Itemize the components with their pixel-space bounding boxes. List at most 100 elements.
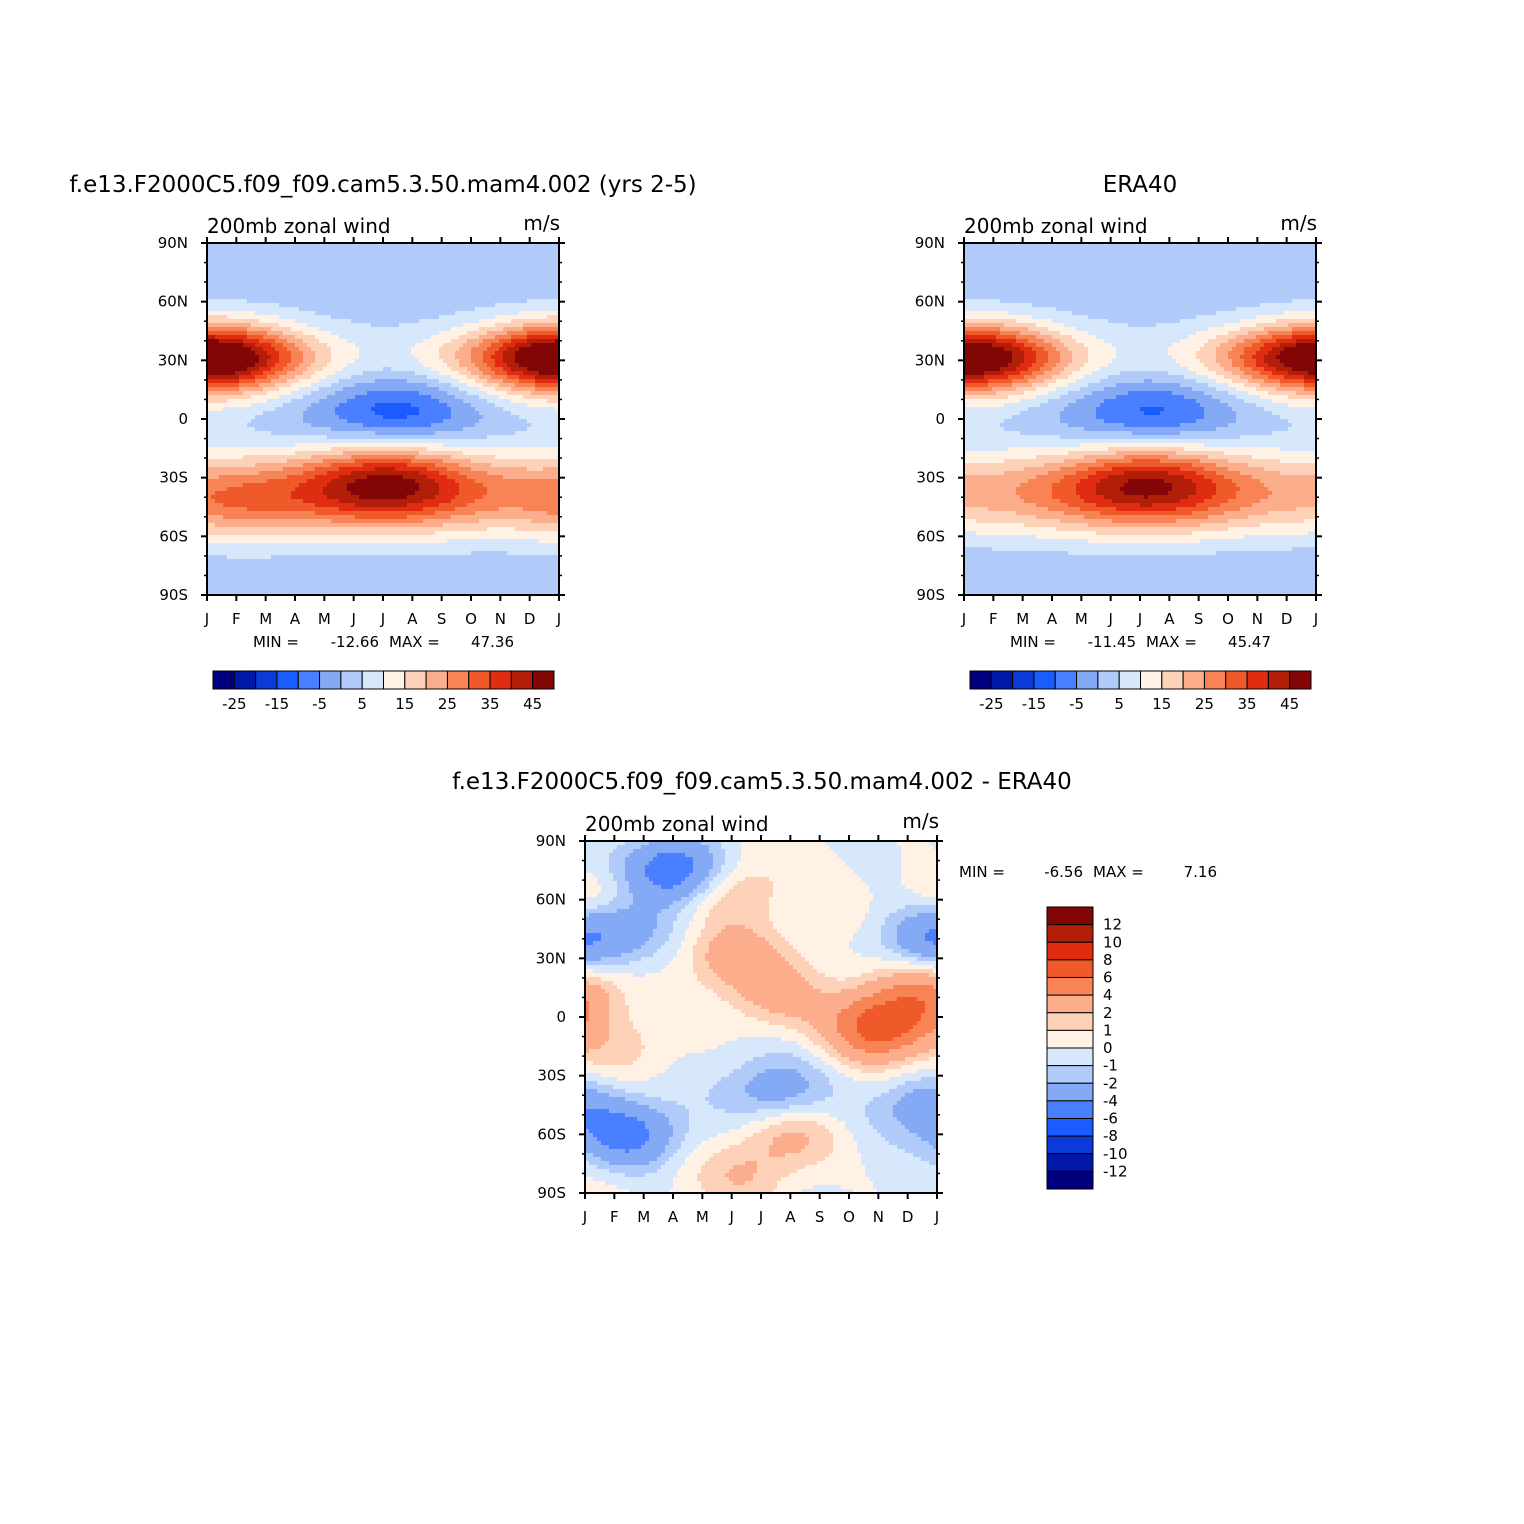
contour-cell — [455, 299, 460, 304]
contour-cell — [495, 359, 500, 364]
contour-cell — [251, 263, 256, 268]
contour-cell — [507, 343, 512, 348]
contour-cell — [235, 275, 240, 280]
contour-cell — [375, 279, 380, 284]
contour-cell — [423, 271, 428, 276]
contour-cell — [515, 375, 520, 380]
contour-cell — [375, 343, 380, 348]
contour-cell — [543, 259, 548, 264]
contour-cell — [403, 375, 408, 380]
contour-cell — [523, 255, 528, 260]
contour-cell — [359, 267, 364, 272]
contour-cell — [331, 363, 336, 368]
contour-cell — [499, 359, 504, 364]
contour-cell — [307, 287, 312, 292]
contour-cell — [483, 279, 488, 284]
contour-cell — [355, 459, 360, 464]
contour-cell — [407, 367, 412, 372]
contour-cell — [551, 335, 556, 340]
contour-cell — [243, 267, 248, 272]
contour-cell — [335, 251, 340, 256]
contour-cell — [363, 303, 368, 308]
contour-cell — [507, 399, 512, 404]
contour-cell — [379, 371, 384, 376]
contour-cell — [483, 327, 488, 332]
contour-cell — [419, 443, 424, 448]
contour-cell — [519, 251, 524, 256]
contour-cell — [315, 319, 320, 324]
contour-cell — [291, 307, 296, 312]
contour-cell — [515, 323, 520, 328]
contour-cell — [239, 307, 244, 312]
contour-cell — [255, 363, 260, 368]
contour-cell — [271, 435, 276, 440]
contour-cell — [351, 403, 356, 408]
contour-cell — [291, 323, 296, 328]
contour-cell — [523, 383, 528, 388]
contour-cell — [479, 423, 484, 428]
contour-cell — [479, 259, 484, 264]
contour-cell — [391, 367, 396, 372]
contour-cell — [227, 311, 232, 316]
contour-cell — [543, 255, 548, 260]
contour-cell — [487, 419, 492, 424]
contour-cell — [539, 443, 544, 448]
contour-cell — [375, 311, 380, 316]
contour-cell — [247, 407, 252, 412]
contour-cell — [443, 295, 448, 300]
contour-cell — [471, 451, 476, 456]
contour-cell — [367, 327, 372, 332]
contour-cell — [339, 307, 344, 312]
contour-cell — [271, 383, 276, 388]
contour-cell — [211, 351, 216, 356]
contour-cell — [335, 299, 340, 304]
contour-cell — [431, 263, 436, 268]
contour-cell — [283, 403, 288, 408]
contour-cell — [339, 339, 344, 344]
contour-cell — [447, 287, 452, 292]
contour-cell — [311, 379, 316, 384]
contour-cell — [235, 375, 240, 380]
contour-cell — [475, 383, 480, 388]
contour-cell — [363, 315, 368, 320]
contour-cell — [355, 339, 360, 344]
contour-cell — [419, 363, 424, 368]
contour-cell — [439, 371, 444, 376]
contour-cell — [303, 403, 308, 408]
contour-cell — [319, 319, 324, 324]
contour-cell — [471, 303, 476, 308]
contour-cell — [511, 435, 516, 440]
contour-cell — [227, 335, 232, 340]
contour-cell — [515, 415, 520, 420]
contour-cell — [439, 455, 444, 460]
contour-cell — [247, 303, 252, 308]
contour-cell — [499, 387, 504, 392]
contour-cell — [271, 271, 276, 276]
contour-cell — [331, 259, 336, 264]
contour-cell — [383, 367, 388, 372]
contour-cell — [443, 307, 448, 312]
contour-cell — [331, 411, 336, 416]
contour-cell — [395, 295, 400, 300]
contour-cell — [307, 339, 312, 344]
contour-cell — [287, 315, 292, 320]
contour-cell — [235, 255, 240, 260]
contour-cell — [327, 359, 332, 364]
contour-cell — [227, 463, 232, 468]
contour-cell — [467, 383, 472, 388]
contour-cell — [323, 283, 328, 288]
contour-cell — [431, 347, 436, 352]
contour-cell — [351, 347, 356, 352]
contour-cell — [243, 383, 248, 388]
contour-cell — [247, 443, 252, 448]
contour-cell — [287, 443, 292, 448]
contour-cell — [227, 327, 232, 332]
contour-cell — [515, 263, 520, 268]
contour-cell — [283, 279, 288, 284]
contour-cell — [403, 423, 408, 428]
panel-model: f.e13.F2000C5.f09_f09.cam5.3.50.mam4.002… — [69, 172, 696, 713]
contour-cell — [215, 423, 220, 428]
contour-cell — [211, 403, 216, 408]
contour-cell — [211, 331, 216, 336]
contour-cell — [547, 275, 552, 280]
